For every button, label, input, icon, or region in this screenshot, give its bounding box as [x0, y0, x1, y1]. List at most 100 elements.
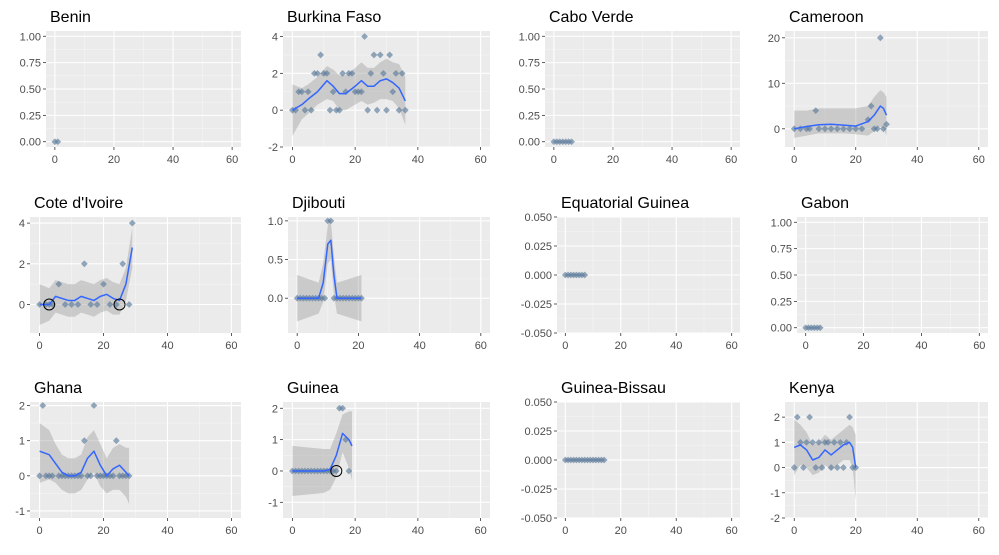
data-point [90, 402, 98, 409]
panel-2: 0.00 0.25 0.50 0.75 1.00 0 20 40 60 Cabo Verde [519, 9, 740, 166]
data-points [790, 413, 860, 471]
confidence-band [292, 58, 406, 136]
data-points [51, 138, 62, 146]
highlight-circle [330, 464, 343, 477]
highlight-circle [43, 298, 56, 311]
x-tick-label: 0 [562, 340, 568, 352]
data-point [112, 437, 120, 445]
data-point [100, 280, 107, 288]
panel-10: -0.050 -0.025 0.000 0.025 0.050 0 20 40 60 Guinea… [521, 380, 740, 537]
y-tick-label: 0.75 [771, 244, 792, 256]
y-tick-label: 20 [768, 33, 780, 45]
y-tick-label: 0.025 [524, 426, 552, 438]
panel-7: 0.00 0.25 0.50 0.75 1.00 0 20 40 60 Gabon [771, 195, 988, 352]
y-tick-label: 0.000 [524, 455, 552, 467]
data-point [818, 464, 826, 471]
data-point [812, 464, 820, 471]
data-point [332, 467, 340, 475]
y-tick-label: 0.00 [771, 323, 792, 335]
data-point [93, 301, 101, 308]
x-tick-label: 40 [161, 525, 173, 537]
data-point [321, 294, 329, 302]
data-point [304, 88, 312, 96]
y-tick-label: -0.050 [521, 328, 552, 340]
y-tick-label: 0.0 [268, 293, 283, 305]
x-tick-label: 20 [108, 154, 120, 166]
data-point [36, 472, 43, 480]
y-tick-label: -2 [770, 513, 780, 525]
y-tick-label: -2 [268, 142, 278, 154]
data-point [326, 106, 334, 114]
panel-title: Guinea [287, 380, 339, 397]
data-point [398, 69, 406, 77]
y-tick-label: 0.50 [771, 270, 792, 282]
x-tick-label: 60 [226, 154, 238, 166]
data-point [314, 69, 321, 77]
data-point [816, 324, 824, 332]
data-point [796, 438, 804, 446]
data-point [840, 125, 847, 133]
y-tick-label: 4 [272, 32, 278, 44]
data-points [561, 271, 589, 279]
data-point [883, 120, 890, 128]
y-tick-label: 2 [19, 259, 25, 271]
x-tick-label: 60 [475, 340, 487, 352]
data-point [836, 438, 844, 446]
y-tick-label: 0.75 [20, 58, 41, 70]
data-point [376, 51, 384, 59]
x-tick-label: 0 [551, 154, 557, 166]
data-point [867, 102, 875, 110]
x-tick-label: 60 [474, 525, 486, 537]
y-tick-label: -1 [268, 497, 278, 509]
panel-title: Cameroon [789, 9, 864, 26]
data-point [54, 138, 62, 146]
x-tick-label: 20 [349, 154, 361, 166]
y-tick-label: 0 [272, 105, 278, 117]
y-tick-label: 2 [774, 412, 780, 424]
smooth-line [793, 441, 857, 468]
x-tick-label: 0 [562, 525, 568, 537]
panel-title: Ghana [34, 380, 82, 397]
panel-6: -0.050 -0.025 0.000 0.025 0.050 0 20 40 60 Equato… [521, 195, 740, 352]
y-tick-label: 1.00 [519, 31, 540, 43]
data-point [68, 301, 75, 308]
data-point [873, 125, 881, 133]
x-tick-label: 20 [850, 525, 862, 537]
panel-title: Cabo Verde [549, 9, 634, 26]
data-point [364, 106, 372, 114]
data-point [401, 106, 409, 114]
panel-0: 0.00 0.25 0.50 0.75 1.00 0 20 40 60 Benin [20, 9, 241, 166]
y-tick-label: 0 [272, 466, 278, 478]
y-tick-label: 0.025 [524, 241, 552, 253]
data-points [550, 138, 575, 146]
y-tick-label: 0.00 [20, 137, 41, 149]
data-point [48, 472, 56, 480]
panel-title: Burkina Faso [287, 9, 381, 26]
confidence-band [39, 227, 133, 325]
x-tick-label: 0 [37, 340, 43, 352]
y-tick-label: 0.25 [771, 296, 792, 308]
x-tick-label: 40 [412, 154, 424, 166]
y-tick-label: 2 [19, 401, 25, 413]
x-tick-label: 0 [52, 154, 58, 166]
y-tick-label: -0.050 [521, 513, 552, 525]
data-point [323, 69, 331, 77]
x-tick-label: 20 [615, 525, 627, 537]
data-point [830, 438, 838, 446]
data-point [345, 467, 353, 475]
x-tick-label: 0 [791, 154, 797, 166]
data-point [568, 138, 575, 146]
x-tick-label: 0 [791, 525, 797, 537]
y-tick-label: 0.50 [519, 84, 540, 96]
data-point [317, 51, 325, 59]
panel-title: Cote d'Ivoire [34, 195, 123, 212]
data-point [55, 280, 63, 288]
y-tick-label: 0.50 [20, 84, 41, 96]
data-point [386, 51, 394, 59]
data-point [329, 88, 337, 96]
data-point [379, 69, 387, 77]
x-tick-label: 40 [670, 525, 682, 537]
data-point [361, 33, 368, 40]
